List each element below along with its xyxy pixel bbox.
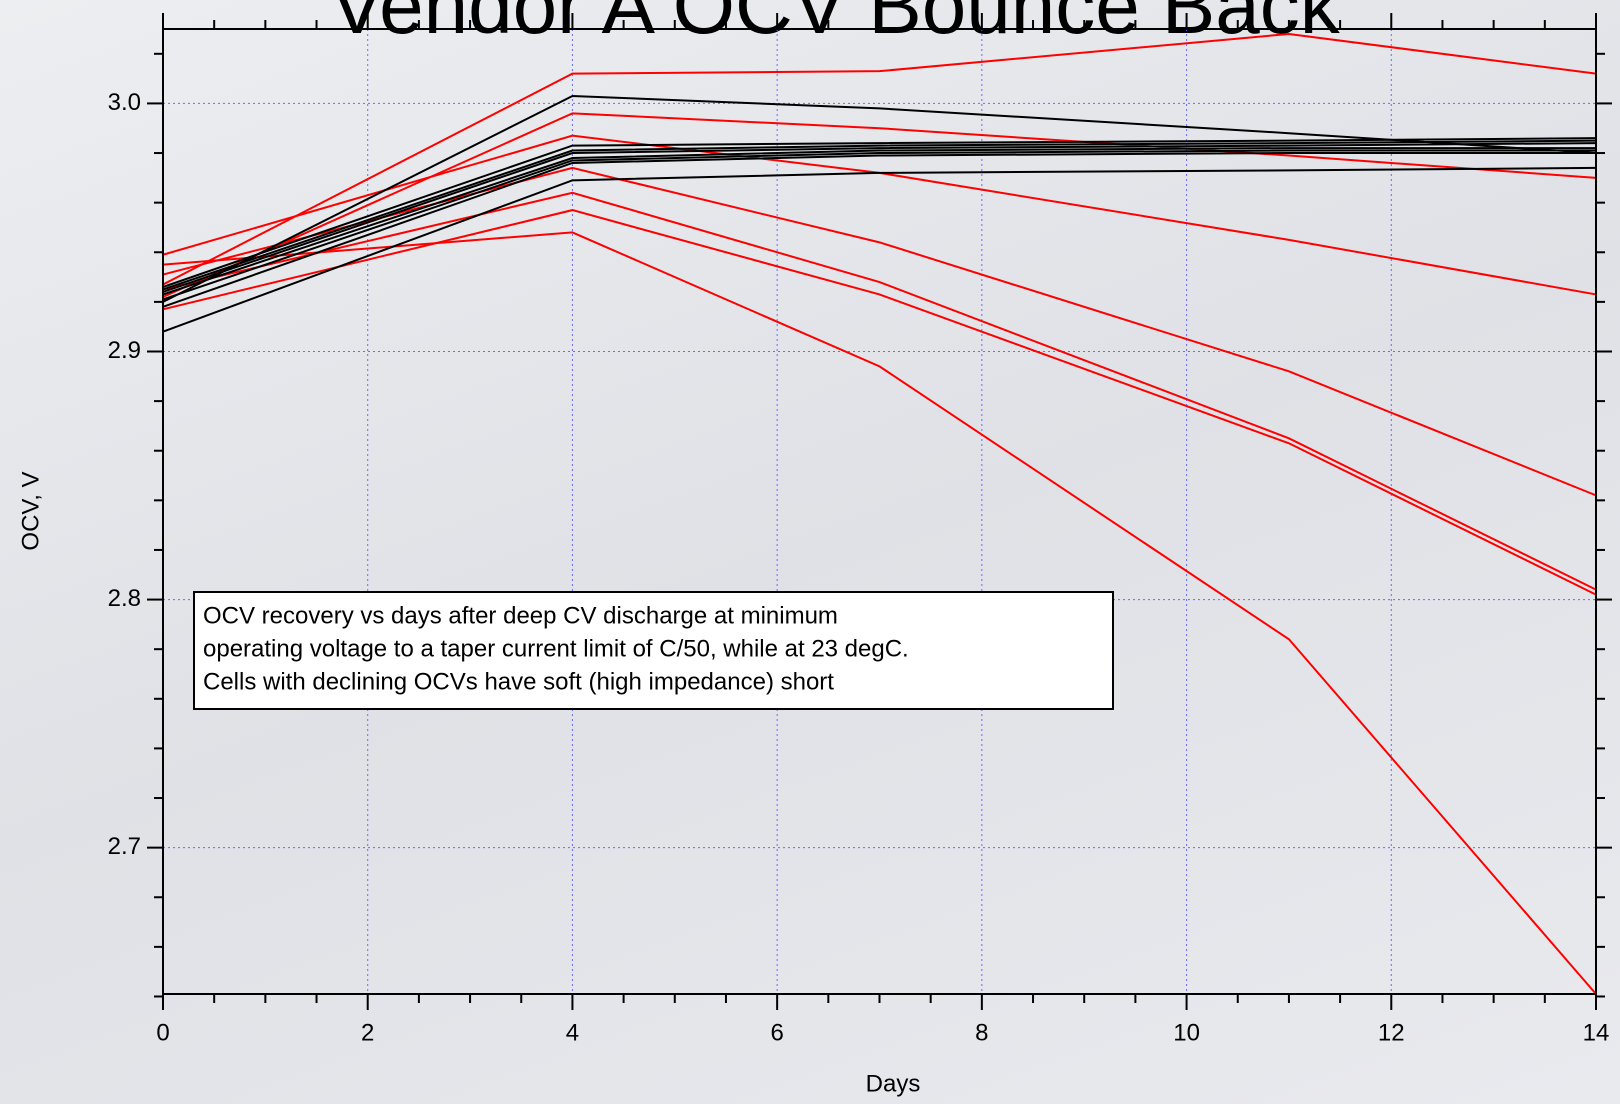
x-tick-label: 6 [770,1019,783,1046]
annotation-text: operating voltage to a taper current lim… [203,635,909,662]
annotation-box [193,591,1114,710]
data-line [162,142,1597,293]
x-tick-label: 4 [566,1019,579,1046]
annotation-text: Cells with declining OCVs have soft (hig… [203,668,834,695]
data-line [162,149,1596,301]
data-line [162,137,1597,288]
x-tick-label: 14 [1583,1019,1610,1046]
x-tick-label: 10 [1173,1019,1200,1046]
data-line [162,152,1596,308]
data-line [162,147,1596,296]
y-tick-label: 2.7 [108,833,141,860]
data-line [162,134,1597,296]
data-line [162,94,1597,303]
y-tick-label: 3.0 [108,89,141,116]
x-axis-label: Days [866,1070,921,1097]
data-line [162,231,1597,995]
data-line [162,191,1597,591]
x-tick-label: 0 [156,1019,169,1046]
y-tick-label: 2.9 [108,337,141,364]
x-tick-label: 12 [1378,1019,1405,1046]
x-tick-label: 2 [361,1019,374,1046]
data-line [162,139,1597,291]
data-line [162,166,1597,333]
y-tick-label: 2.8 [108,585,141,612]
annotation-text: OCV recovery vs days after deep CV disch… [203,602,838,629]
y-axis-label: OCV, V [17,471,44,550]
x-tick-label: 8 [975,1019,988,1046]
data-line [162,32,1597,286]
data-line [162,209,1597,596]
chart-title: Vendor A OCV Bounce Back [330,0,1341,50]
